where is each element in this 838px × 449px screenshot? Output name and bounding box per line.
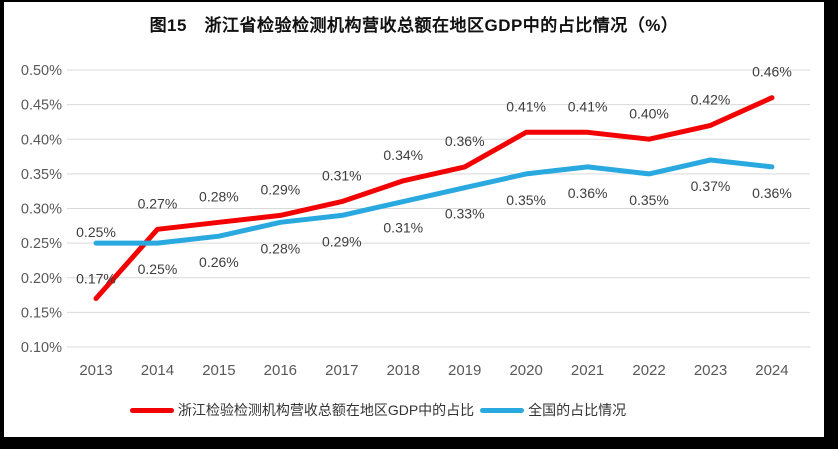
x-tick-label: 2018 (387, 362, 420, 379)
series-line-1 (93, 157, 775, 246)
y-tick-label: 0.40% (21, 132, 62, 148)
y-tick-label: 0.15% (21, 305, 62, 321)
data-label: 0.34% (383, 147, 423, 163)
x-tick-label: 2021 (571, 362, 604, 379)
x-tick-label: 2013 (79, 362, 112, 379)
data-label: 0.33% (445, 206, 485, 222)
x-tick-label: 2020 (509, 362, 542, 379)
x-tick-label: 2022 (632, 362, 665, 379)
y-tick-label: 0.25% (21, 236, 62, 252)
x-tick-label: 2023 (694, 362, 727, 379)
data-label: 0.25% (138, 261, 178, 277)
x-tick-label: 2019 (448, 362, 481, 379)
data-label: 0.31% (322, 168, 362, 184)
legend-label-zhejiang: 浙江检验检测机构营收总额在地区GDP中的占比 (177, 402, 475, 418)
legend-swatch-zhejiang (129, 407, 174, 413)
x-tick-label: 2014 (141, 362, 174, 379)
legend-swatch-national (480, 407, 525, 413)
data-label: 0.35% (506, 192, 546, 208)
data-label: 0.17% (76, 271, 116, 287)
legend-item-zhejiang: 浙江检验检测机构营收总额在地区GDP中的占比 (129, 400, 475, 420)
data-label: 0.46% (752, 64, 792, 80)
chart-title: 图15 浙江省检验检测机构营收总额在地区GDP中的占比情况（%） (149, 16, 679, 35)
y-tick-label: 0.50% (21, 63, 62, 79)
data-label: 0.41% (568, 98, 608, 114)
data-label: 0.26% (199, 254, 239, 270)
y-tick-label: 0.20% (21, 271, 62, 287)
y-tick-label: 0.35% (21, 167, 62, 183)
chart-legend: 浙江检验检测机构营收总额在地区GDP中的占比 全国的占比情况 (4, 400, 788, 420)
series-line-0 (93, 95, 775, 301)
y-tick-label: 0.30% (21, 202, 62, 218)
data-label: 0.37% (691, 178, 731, 194)
x-tick-label: 2016 (264, 362, 297, 379)
x-tick-label: 2015 (202, 362, 235, 379)
line-chart: 0.50% 0.45% 0.40% 0.35% 0.30% 0.25% 0.20% 0.15%… (21, 63, 810, 379)
data-label: 0.27% (138, 195, 178, 211)
data-label: 0.36% (568, 185, 608, 201)
data-label: 0.28% (199, 188, 239, 204)
x-tick-label: 2024 (755, 362, 788, 379)
y-tick-label: 0.10% (21, 340, 62, 356)
y-tick-label: 0.45% (21, 98, 62, 114)
data-label: 0.29% (260, 181, 300, 197)
data-label: 0.42% (691, 91, 731, 107)
x-tick-label: 2017 (325, 362, 358, 379)
legend-label-national: 全国的占比情况 (528, 402, 627, 418)
legend-item-national: 全国的占比情况 (480, 400, 626, 420)
data-label: 0.40% (629, 105, 669, 121)
data-label: 0.41% (506, 98, 546, 114)
data-label: 0.29% (322, 233, 362, 249)
data-label: 0.36% (445, 133, 485, 149)
data-label: 0.28% (260, 240, 300, 256)
data-label: 0.35% (629, 192, 669, 208)
data-label: 0.31% (383, 220, 423, 236)
data-label: 0.36% (752, 185, 792, 201)
data-label: 0.25% (76, 224, 116, 240)
